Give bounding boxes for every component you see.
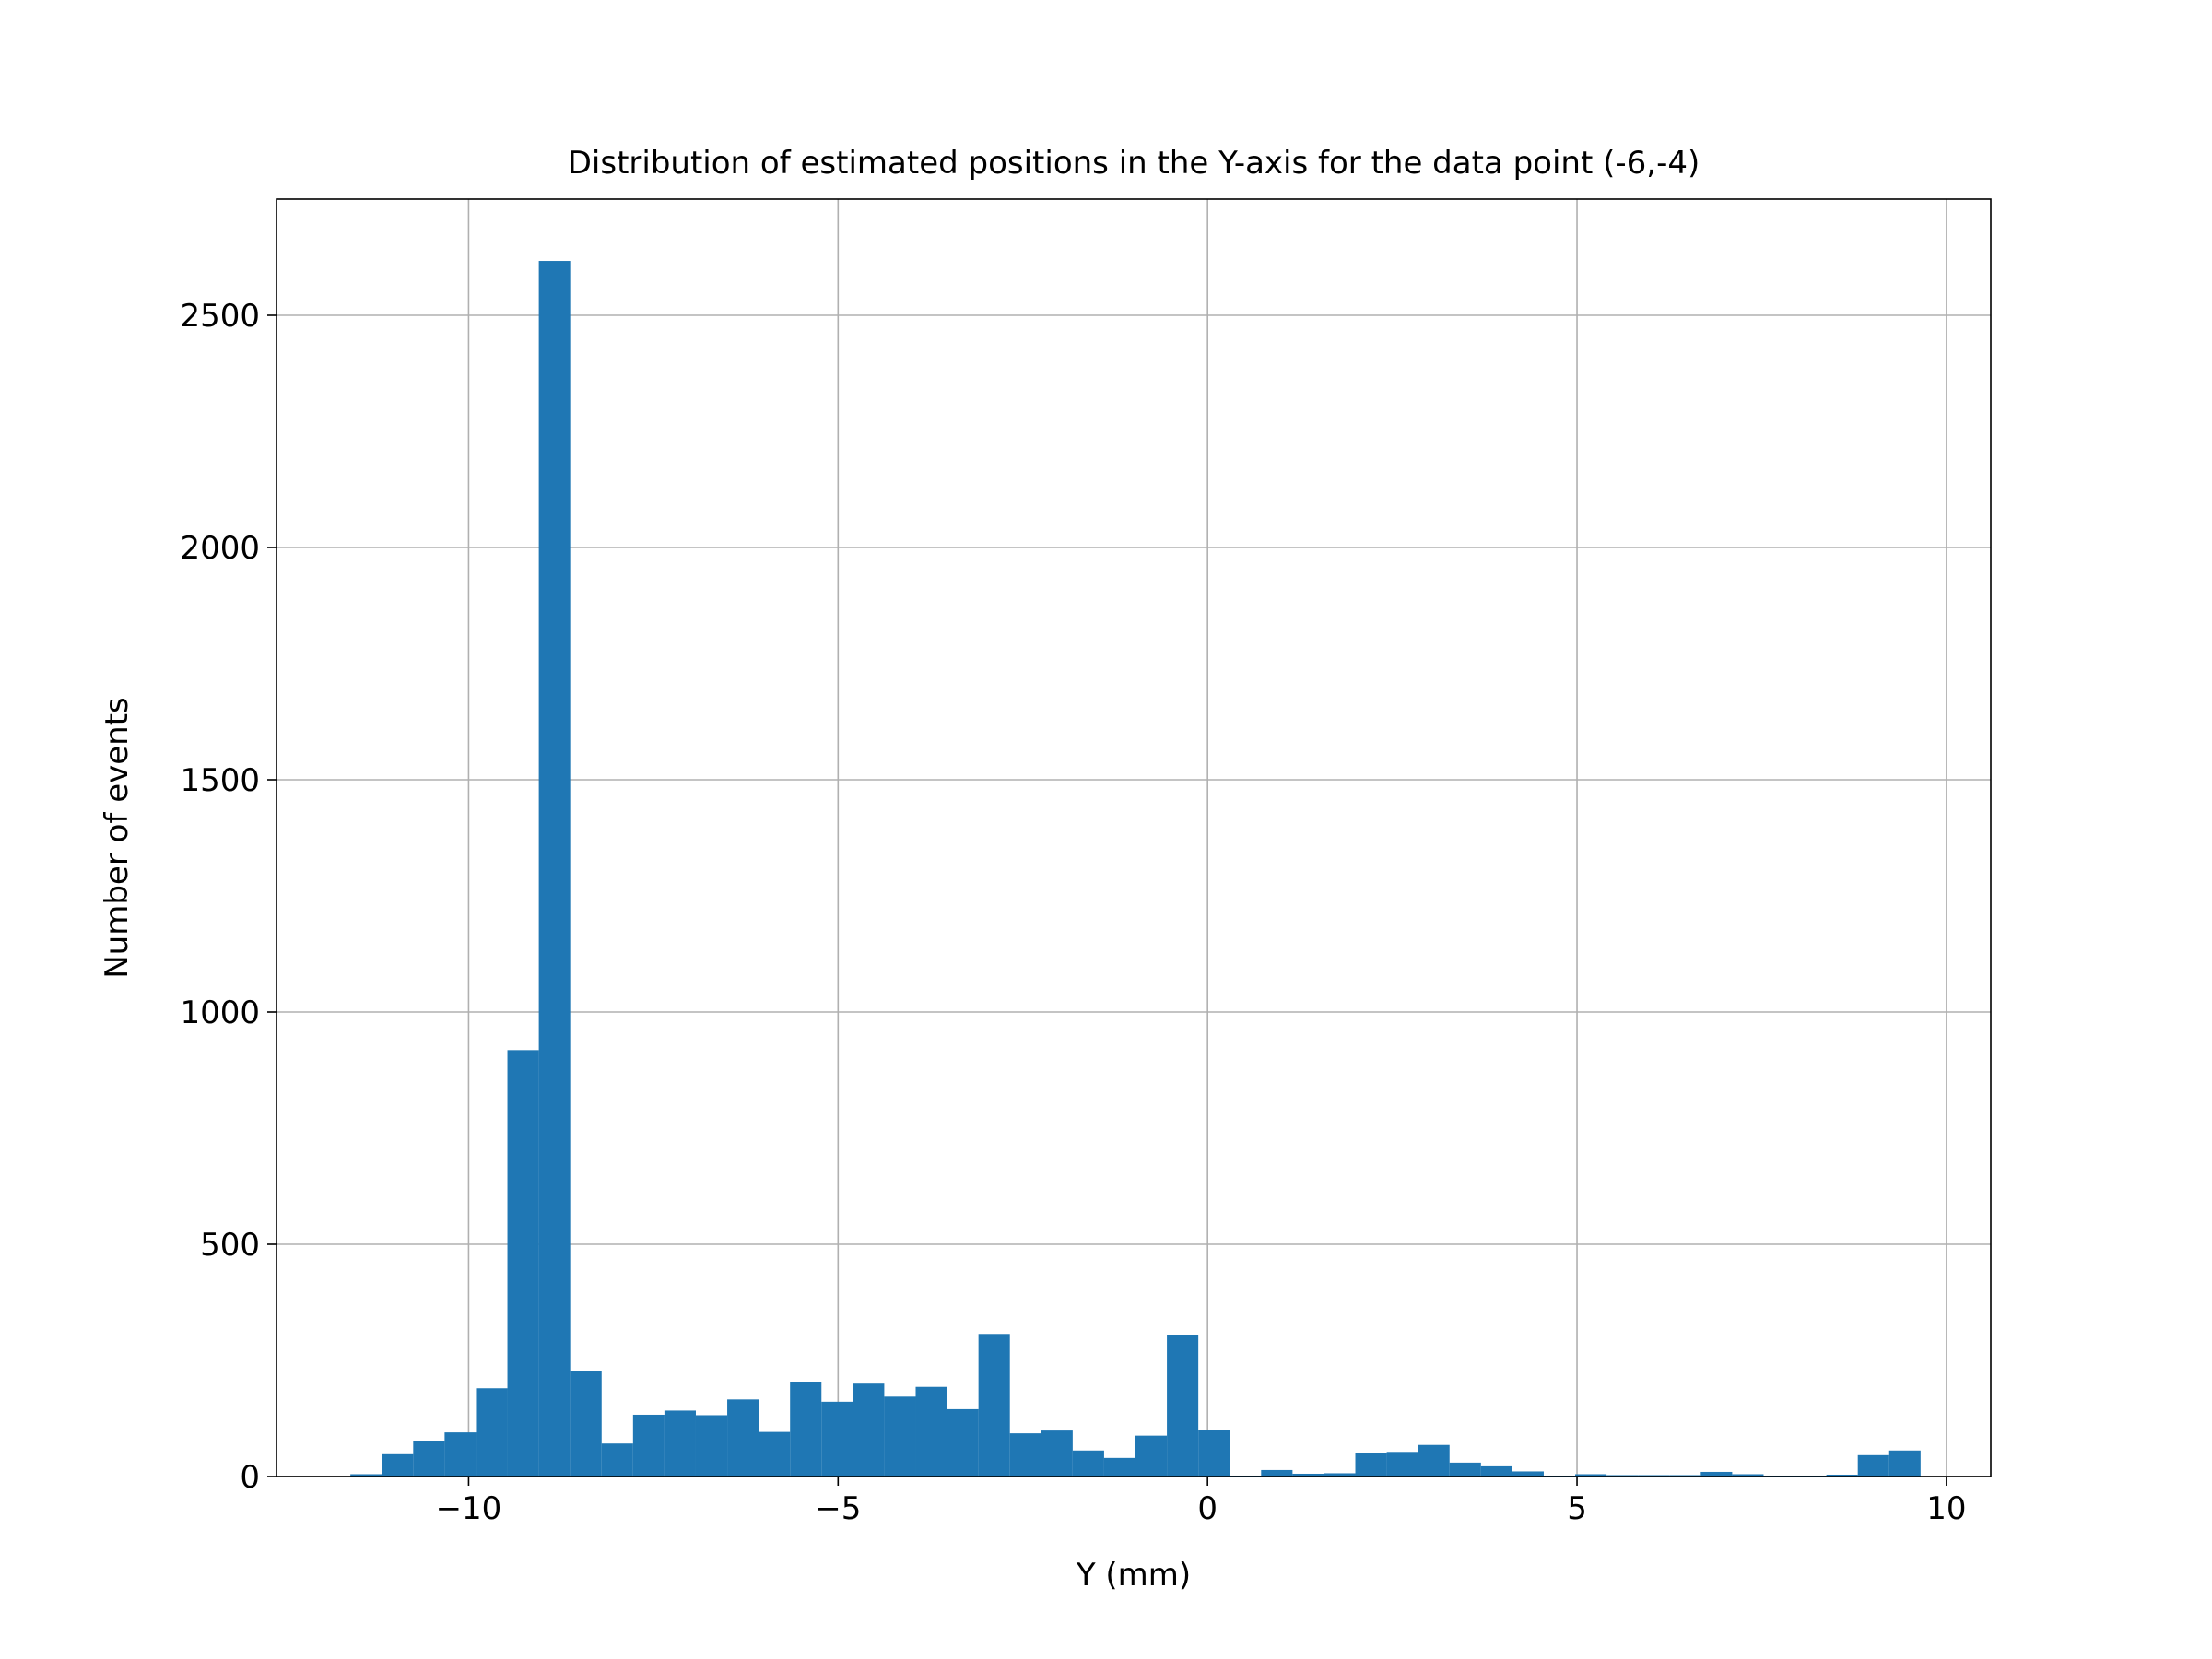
histogram-bar (1575, 1474, 1607, 1477)
histogram-bar (759, 1431, 791, 1477)
histogram-bar (1732, 1474, 1764, 1477)
histogram-bar (1135, 1435, 1168, 1477)
y-tick-label: 2000 (180, 530, 260, 567)
histogram-bar (1009, 1433, 1041, 1477)
plot-frame (276, 198, 1992, 1477)
histogram-bar (350, 1474, 382, 1477)
histogram-bar (664, 1410, 696, 1477)
x-tick-label: 10 (1926, 1490, 1966, 1527)
histogram-bar (884, 1396, 916, 1477)
histogram-bar (1512, 1471, 1544, 1477)
histogram-bar (1103, 1457, 1136, 1477)
histogram-bar (978, 1334, 1010, 1477)
x-axis-label: Y (mm) (1076, 1557, 1191, 1594)
chart-title: Distribution of estimated positions in t… (568, 145, 1700, 182)
histogram-bar (632, 1414, 665, 1477)
histogram-bar (695, 1415, 728, 1477)
x-tick-label: 0 (1197, 1490, 1218, 1527)
histogram-bar (476, 1388, 508, 1477)
histogram-bar (1324, 1473, 1356, 1477)
histogram-bar (1418, 1444, 1450, 1477)
histogram-bar (1072, 1450, 1104, 1477)
x-tick-label: −5 (815, 1490, 861, 1527)
histogram-bar (1449, 1462, 1481, 1477)
y-axis-label: Number of events (99, 697, 135, 979)
histogram-bar (1386, 1452, 1418, 1477)
histogram-bar (601, 1443, 633, 1477)
histogram-bar (1041, 1430, 1073, 1477)
histogram-bar (1355, 1453, 1387, 1477)
histogram-bar (853, 1383, 885, 1477)
y-tick-label: 0 (240, 1459, 260, 1496)
histogram-bar (570, 1371, 602, 1477)
y-tick-label: 1500 (180, 762, 260, 799)
histogram-bar (790, 1382, 822, 1477)
histogram-bar (382, 1453, 414, 1477)
histogram-bar (538, 261, 571, 1477)
histogram-bars (350, 261, 1921, 1477)
y-tick-label: 1000 (180, 994, 260, 1031)
histogram-bar (1198, 1430, 1230, 1477)
histogram-bar (1826, 1474, 1858, 1477)
histogram-bar (1261, 1469, 1293, 1477)
y-tick-label: 2500 (180, 298, 260, 335)
histogram-bar (821, 1401, 853, 1477)
histogram-bar (1292, 1473, 1324, 1477)
x-tick-label: −10 (436, 1490, 502, 1527)
histogram-bar (413, 1441, 445, 1477)
axis-ticks: −10 −5 0 5 10 0 500 1000 1500 2000 2500 (180, 298, 1966, 1527)
x-tick-label: 5 (1567, 1490, 1587, 1527)
histogram-bar (727, 1399, 759, 1477)
histogram-bar (915, 1386, 947, 1477)
y-tick-label: 500 (200, 1227, 260, 1264)
histogram-bar (1167, 1335, 1199, 1477)
histogram-bar (507, 1050, 539, 1477)
histogram-bar (444, 1432, 477, 1477)
histogram-bar (947, 1408, 979, 1477)
histogram-bar (1857, 1454, 1889, 1477)
histogram-bar (1700, 1471, 1733, 1477)
histogram-bar (1888, 1450, 1921, 1477)
histogram-bar (1480, 1465, 1512, 1477)
